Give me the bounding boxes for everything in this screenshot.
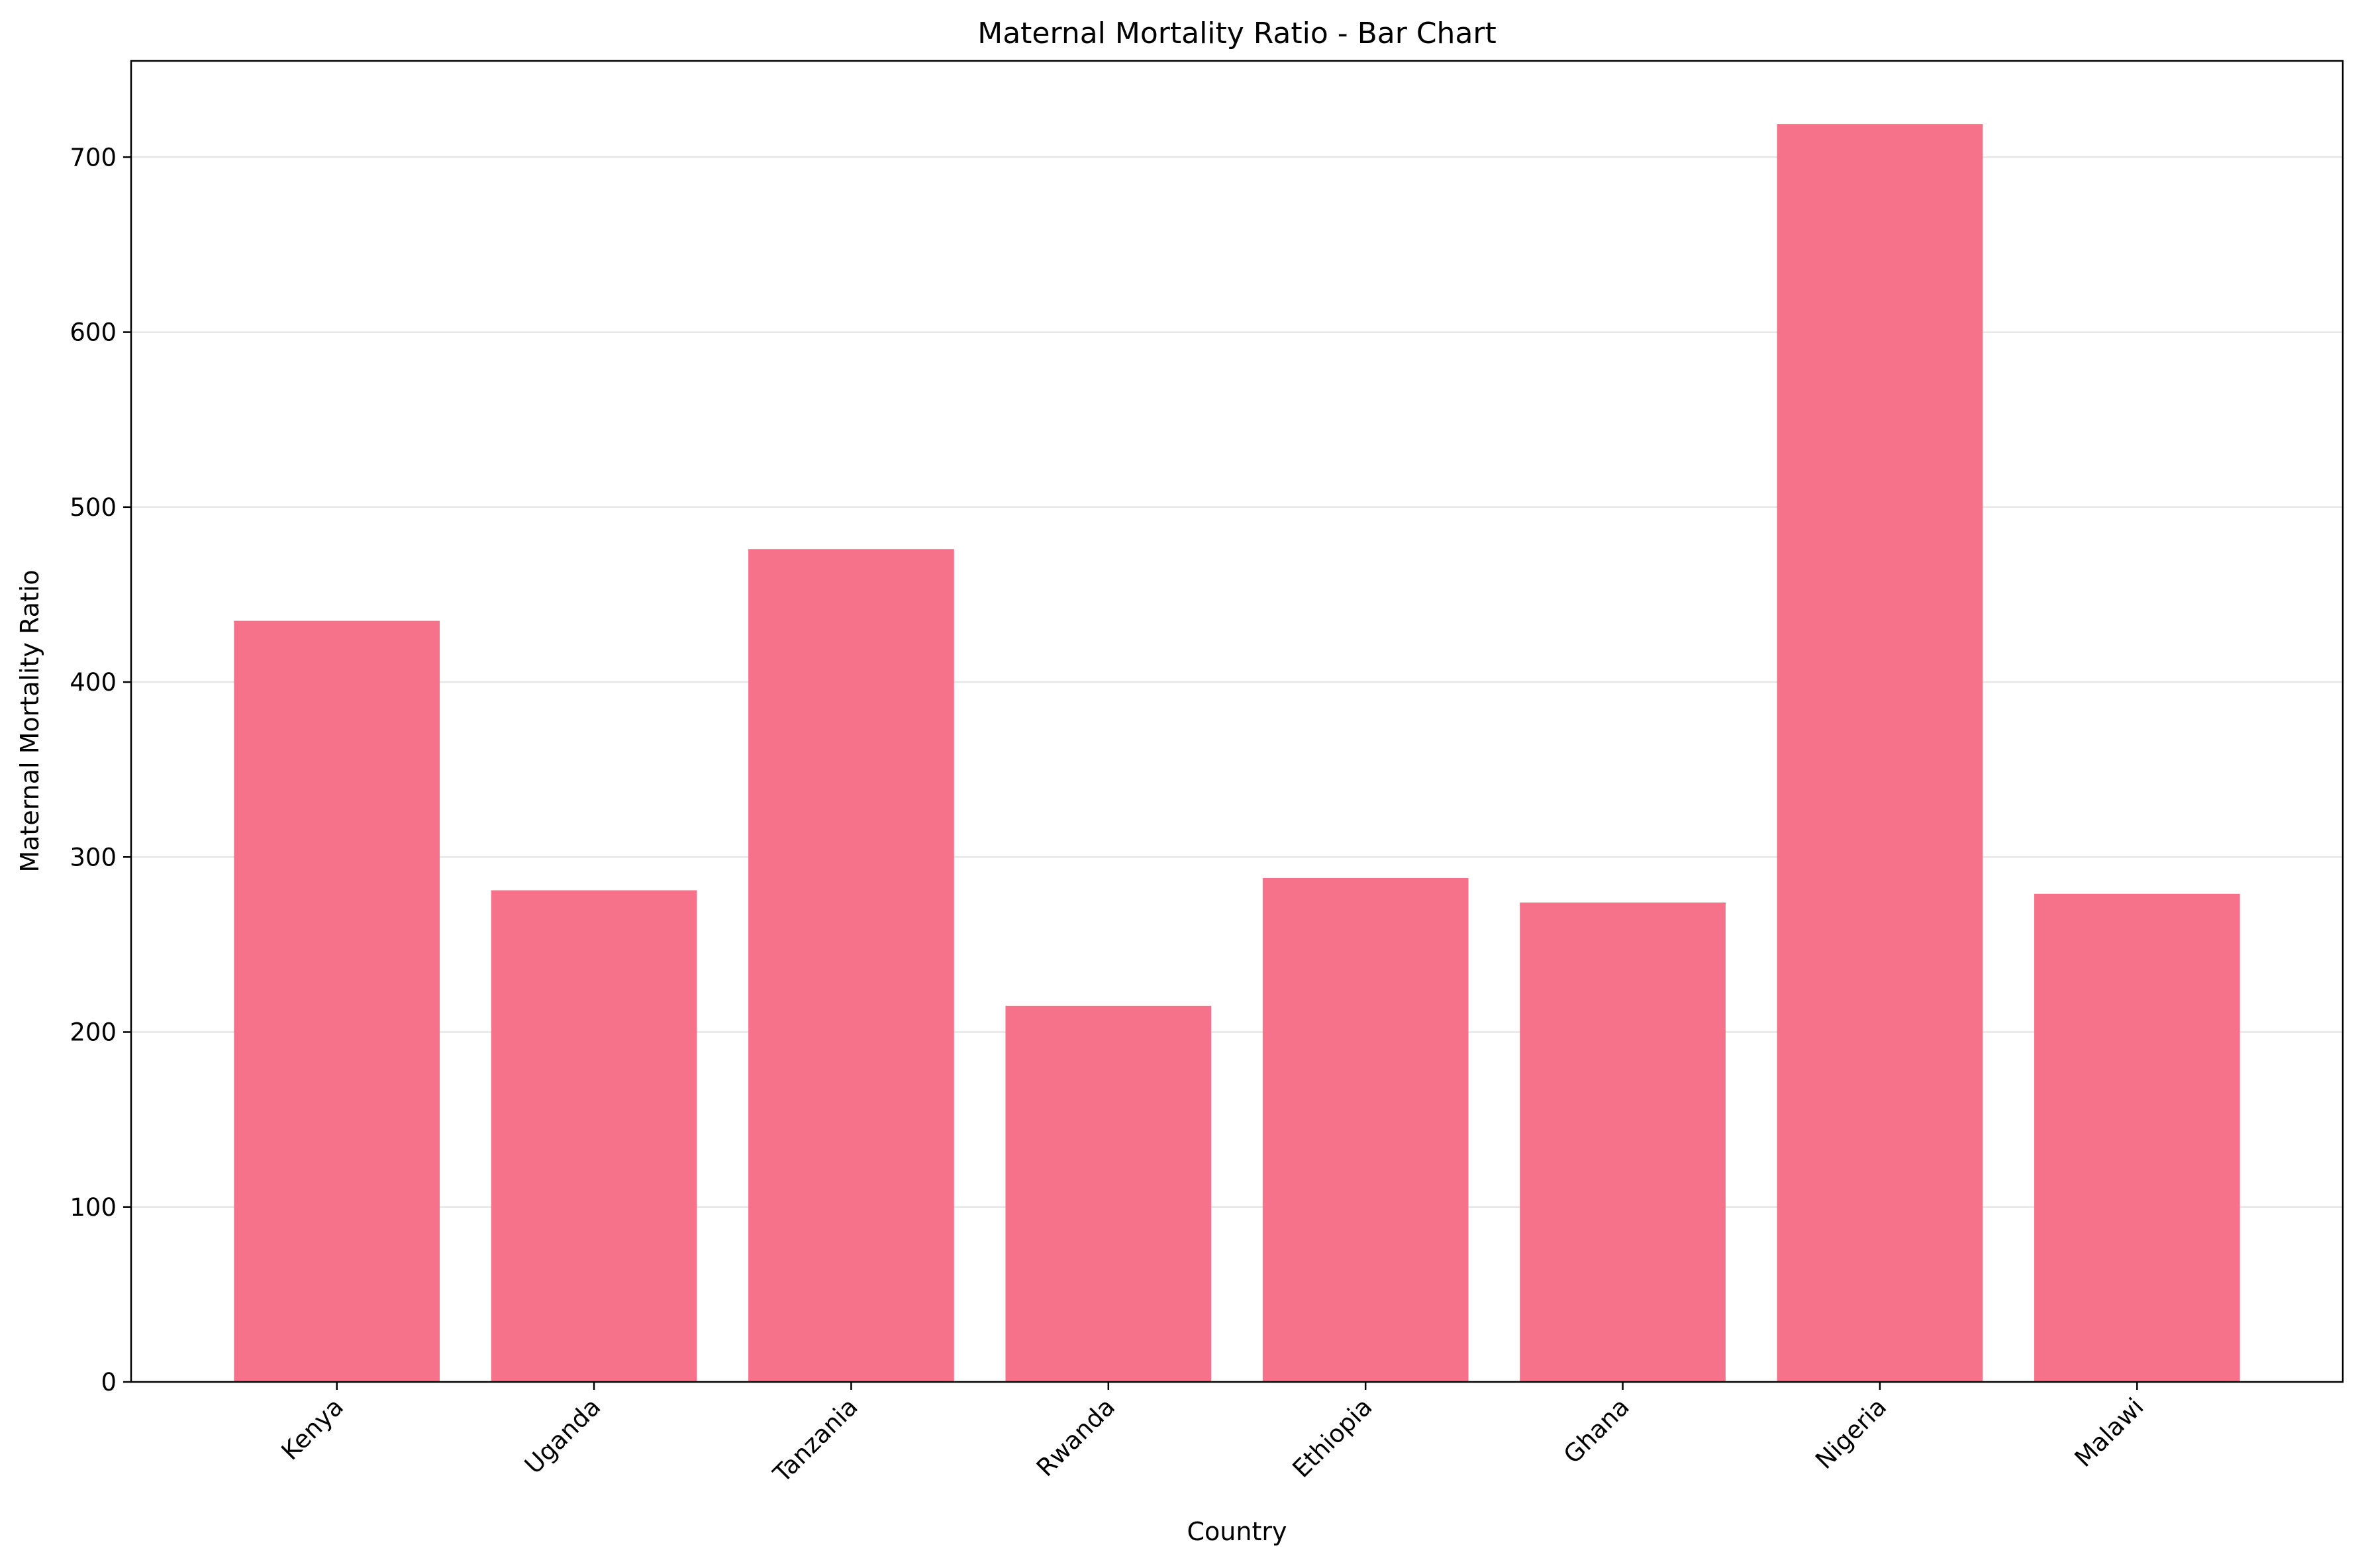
axes <box>130 60 2344 1383</box>
bar-ghana <box>1520 902 1726 1382</box>
bar-rwanda <box>1005 1005 1212 1382</box>
bar-malawi <box>2034 893 2240 1382</box>
y-tick-label: 500 <box>70 493 117 522</box>
y-ticks: 0 100 200 300 400 500 600 700 <box>70 143 131 1396</box>
y-tick-label: 600 <box>70 318 117 347</box>
y-axis-label: Maternal Mortality Ratio <box>15 569 44 872</box>
bar-uganda <box>491 890 697 1382</box>
bars <box>234 124 2240 1383</box>
bar-tanzania <box>748 549 954 1383</box>
bar-nigeria <box>1777 124 1983 1382</box>
bar-ethiopia <box>1262 877 1469 1382</box>
y-tick-label: 100 <box>70 1193 117 1222</box>
y-tick-label: 0 <box>101 1368 117 1396</box>
bar-kenya <box>234 620 440 1382</box>
y-tick-label: 400 <box>70 668 117 697</box>
x-axis-label: Country <box>1187 1517 1287 1546</box>
y-tick-label: 300 <box>70 843 117 871</box>
y-tick-label: 700 <box>70 143 117 172</box>
y-tick-label: 200 <box>70 1018 117 1047</box>
chart-title: Maternal Mortality Ratio - Bar Chart <box>977 17 1497 50</box>
plot-frame <box>130 60 2344 1383</box>
